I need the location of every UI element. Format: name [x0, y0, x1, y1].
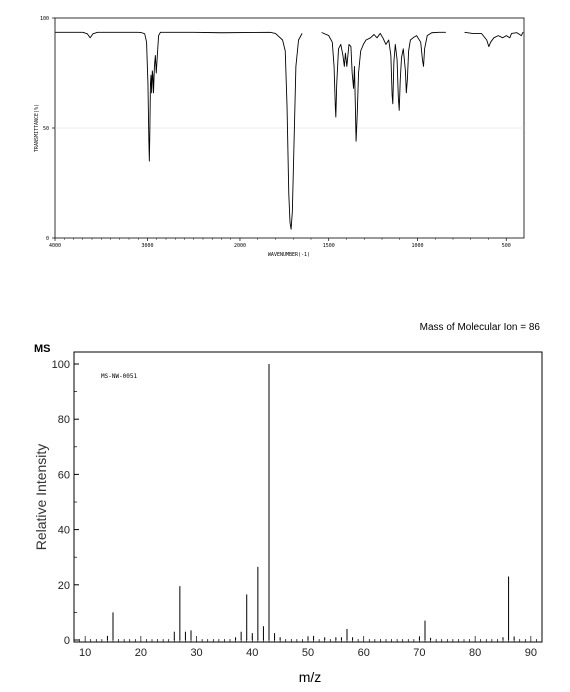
ir-y-tick-label-50: 50: [43, 126, 49, 132]
ms-x-tick-label-60: 60: [358, 647, 370, 659]
ms-plot-frame: [73, 351, 543, 643]
ms-y-tick-label-40: 40: [58, 525, 70, 537]
ms-x-axis-label: m/z: [299, 669, 322, 685]
ms-y-tick-label-80: 80: [58, 414, 70, 426]
ms-peak-bars: [106, 364, 515, 640]
ir-x-tick-label-1500: 1500: [323, 243, 335, 249]
ms-molecular-ion-annotation: Mass of Molecular Ion = 86: [420, 322, 541, 333]
ir-x-ticks: 4000 3000 2000 1500 1000 500: [49, 238, 511, 249]
ms-x-tick-label-80: 80: [469, 647, 481, 659]
ms-y-tick-label-100: 100: [52, 359, 70, 371]
ms-x-tick-label-70: 70: [413, 647, 425, 659]
ms-y-tick-label-60: 60: [58, 469, 70, 481]
ms-x-tick-label-20: 20: [135, 647, 147, 659]
ir-x-tick-label-3000: 3000: [141, 243, 153, 249]
ir-spectrum-trace: [55, 31, 524, 230]
ir-x-tick-label-2000: 2000: [234, 243, 246, 249]
ir-trace-segment-2: [321, 31, 446, 142]
ir-trace-segment-3: [464, 31, 524, 48]
ir-y-axis-label: TRANSMITTANCE(%): [34, 104, 40, 152]
ms-y-tick-label-20: 20: [58, 580, 70, 592]
ir-x-tick-label-1000: 1000: [411, 243, 423, 249]
ms-x-tick-label-90: 90: [525, 647, 537, 659]
ms-inset-label: MS-NW-0051: [101, 373, 138, 380]
ms-y-axis-label: Relative Intensity: [33, 444, 49, 551]
ir-trace-segment-1: [55, 31, 303, 230]
ir-y-tick-label-0: 0: [46, 236, 49, 242]
ms-x-tick-label-30: 30: [190, 647, 202, 659]
ms-chart-title: MS: [34, 343, 51, 355]
ir-y-tick-label-100: 100: [40, 16, 49, 22]
ms-y-ticks: 0 20 40 60 80 100: [52, 359, 79, 647]
ir-y-ticks: 0 50 100: [40, 16, 55, 242]
ms-chart: Mass of Molecular Ion = 86 MS MS-NW-0051…: [33, 322, 543, 685]
ms-x-tick-label-50: 50: [302, 647, 314, 659]
ms-x-ticks: 10 20 30 40 50 60 70 80 90: [79, 636, 537, 659]
ms-y-tick-label-0: 0: [64, 635, 70, 647]
ir-x-axis-label: WAVENUMBER(-1): [268, 252, 310, 258]
ir-chart: 0 50 100 4000 3000 2000 1500 1000 500 WAVENUMBE…: [34, 16, 525, 258]
ir-x-tick-label-4000: 4000: [49, 243, 61, 249]
ms-x-tick-label-10: 10: [79, 647, 91, 659]
ms-x-tick-label-40: 40: [246, 647, 258, 659]
ir-x-tick-label-500: 500: [502, 243, 511, 249]
